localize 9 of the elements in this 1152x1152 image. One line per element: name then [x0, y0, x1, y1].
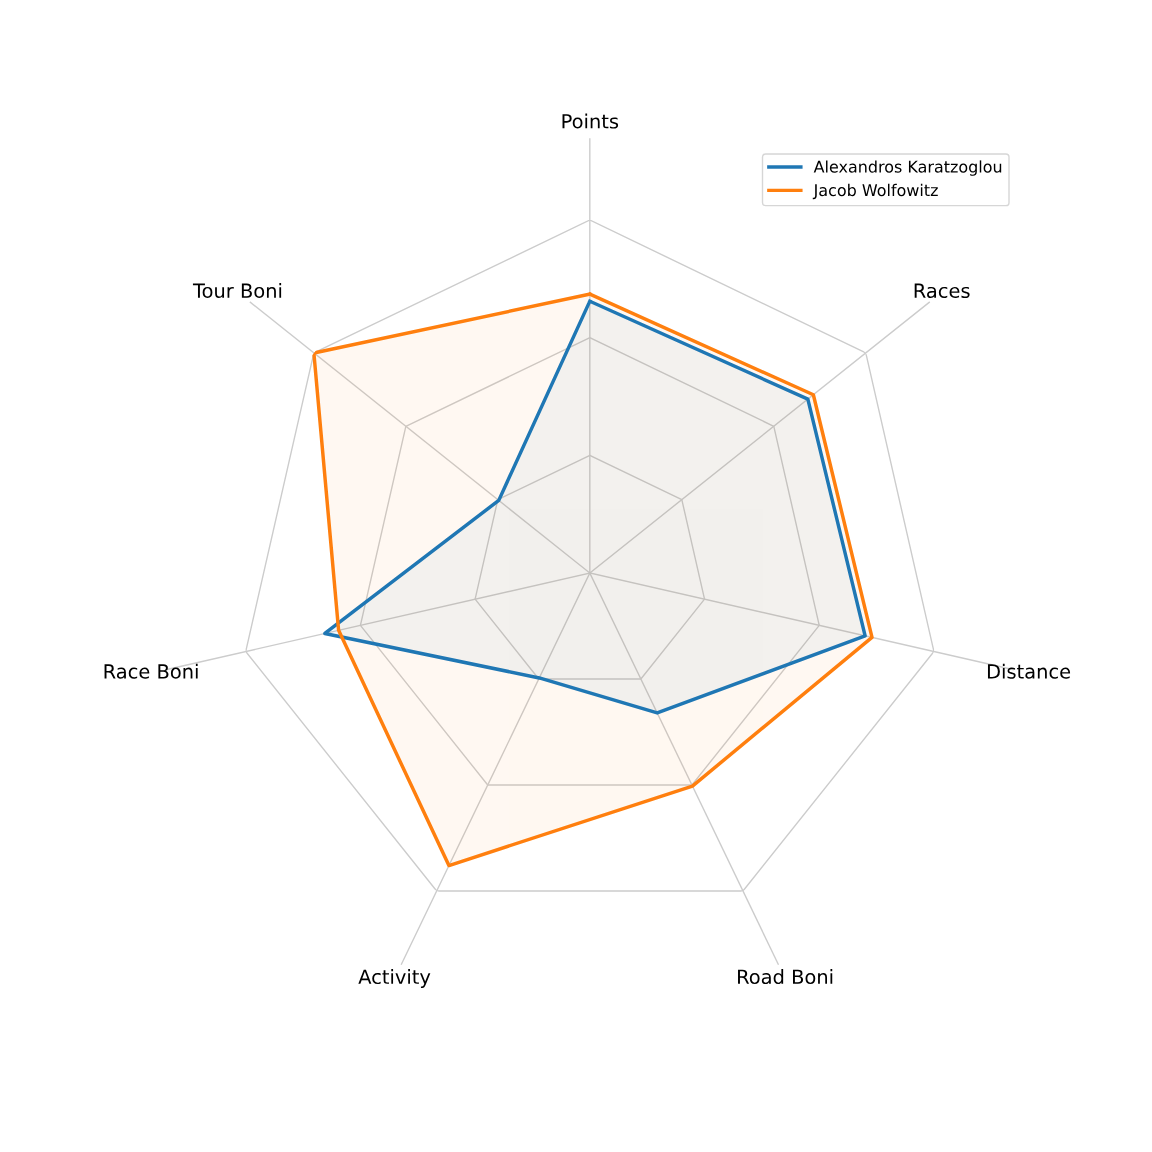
- spoke-label: Activity: [358, 969, 431, 988]
- spoke-label: Race Boni: [104, 663, 198, 679]
- legend-label: Alexandros Karatzoglou: [813, 160, 1002, 176]
- spoke-label: Tour Boni: [192, 283, 282, 299]
- spoke-label: Distance: [987, 663, 1071, 679]
- legend-label: Jacob Wolfowitz: [812, 183, 938, 200]
- spoke-label: Races: [914, 283, 970, 299]
- spoke-label: Road Boni: [738, 969, 833, 985]
- spoke-label: Points: [562, 113, 619, 129]
